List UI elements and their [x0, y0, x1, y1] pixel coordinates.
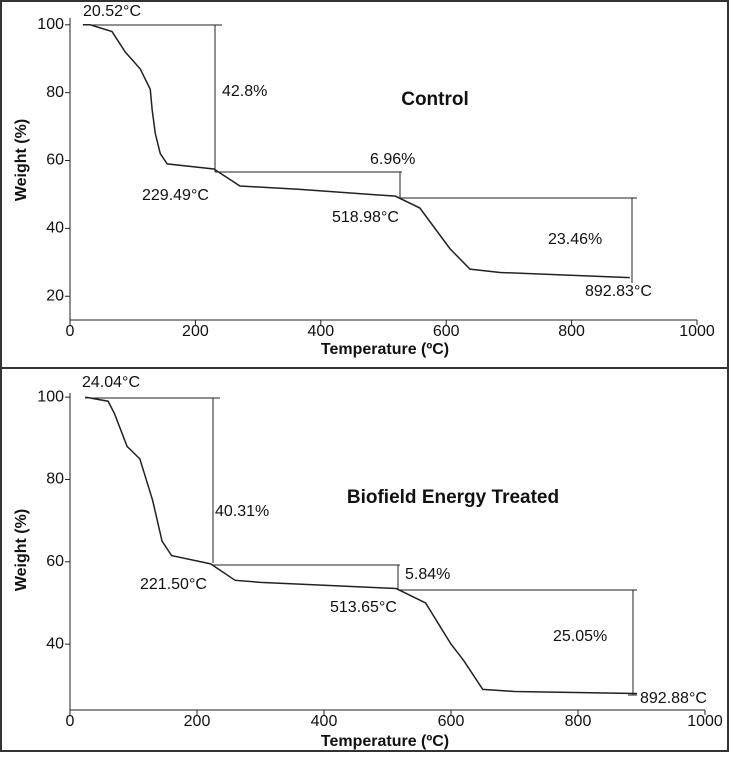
x-tick-label: 0 — [66, 323, 75, 340]
x-tick-label: 800 — [558, 323, 585, 340]
annotation: 24.04°C — [82, 374, 140, 391]
annotation: 221.50°C — [140, 576, 207, 593]
brackets — [85, 24, 637, 696]
x-tick-label: 400 — [311, 713, 338, 730]
annotation: 518.98°C — [332, 209, 399, 226]
x-tick-label: 0 — [66, 713, 75, 730]
chart-title: Biofield Energy Treated — [347, 487, 559, 508]
x-tick-label: 600 — [438, 713, 465, 730]
annotation: 892.83°C — [585, 283, 652, 300]
annotation: 892.88°C — [640, 690, 707, 707]
annotation: 40.31% — [215, 503, 269, 520]
annotation: 23.46% — [548, 231, 602, 248]
y-tick-label: 100 — [37, 388, 64, 405]
x-tick-label: 200 — [184, 713, 211, 730]
y-tick-label: 80 — [46, 471, 64, 488]
annotation: 229.49°C — [142, 187, 209, 204]
annotation: 5.84% — [405, 566, 450, 583]
y-tick-label: 60 — [46, 152, 64, 169]
y-tick-label: 40 — [46, 220, 64, 237]
x-tick-label: 200 — [182, 323, 209, 340]
annotation: 25.05% — [553, 628, 607, 645]
data-line — [85, 396, 637, 695]
y-tick-label: 40 — [46, 635, 64, 652]
x-tick-label: 1000 — [679, 323, 715, 340]
x-tick-label: 800 — [565, 713, 592, 730]
annotation: 513.65°C — [330, 599, 397, 616]
x-axis-label: Temperature (ºC) — [321, 341, 449, 358]
x-tick-label: 600 — [433, 323, 460, 340]
y-tick-label: 60 — [46, 553, 64, 570]
y-tick-label: 80 — [46, 84, 64, 101]
annotation: 42.8% — [222, 83, 267, 100]
y-axis-label: Weight (%) — [13, 509, 30, 591]
annotation: 20.52°C — [83, 3, 141, 20]
x-tick-label: 400 — [307, 323, 334, 340]
y-tick-label: 100 — [37, 16, 64, 33]
chart-title: Control — [401, 89, 469, 110]
data-line — [82, 24, 630, 279]
y-axis-label: Weight (%) — [13, 119, 30, 201]
x-axis-label: Temperature (ºC) — [321, 733, 449, 750]
annotation: 6.96% — [370, 151, 415, 168]
x-tick-label: 1000 — [687, 713, 723, 730]
y-tick-label: 20 — [46, 287, 64, 304]
